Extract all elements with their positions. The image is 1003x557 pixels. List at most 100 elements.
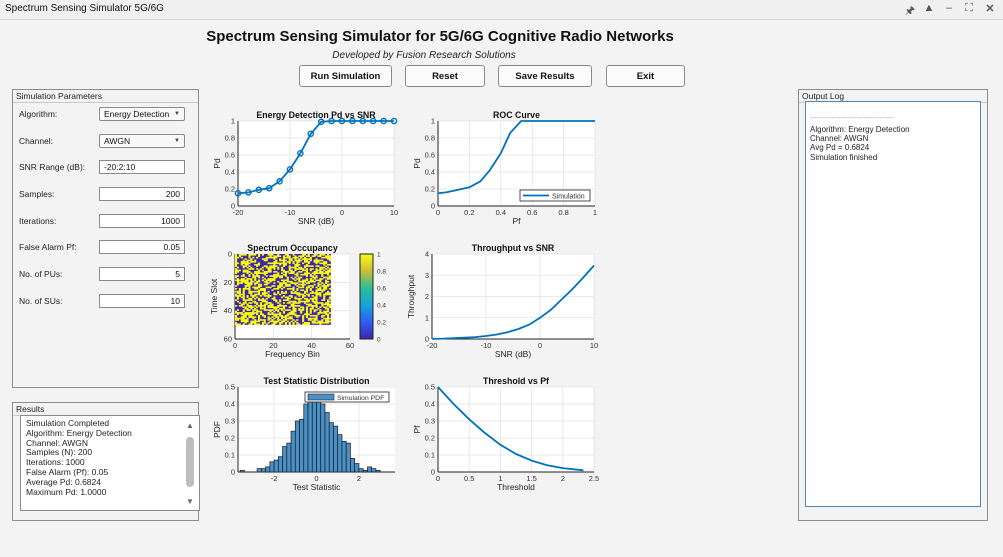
snr-range-input[interactable]: -20:2:10 bbox=[99, 160, 185, 174]
svg-text:Spectrum Occupancy: Spectrum Occupancy bbox=[247, 243, 338, 253]
svg-text:Throughput vs SNR: Throughput vs SNR bbox=[472, 243, 555, 253]
histogram-bar bbox=[371, 468, 377, 473]
histogram-bar bbox=[265, 466, 271, 473]
reset-button[interactable]: Reset bbox=[405, 65, 485, 87]
svg-text:0.5: 0.5 bbox=[464, 474, 474, 483]
svg-text:0.6: 0.6 bbox=[527, 208, 537, 217]
scroll-down-arrow-icon[interactable]: ▼ bbox=[186, 497, 194, 507]
results-panel: Results Simulation Completed Algorithm: … bbox=[12, 402, 200, 521]
svg-text:PDF: PDF bbox=[212, 421, 222, 438]
colorbar: 0 0.2 0.4 0.6 0.8 1 bbox=[359, 252, 386, 344]
svg-text:0: 0 bbox=[231, 468, 235, 477]
svg-text:0: 0 bbox=[314, 474, 318, 483]
svg-text:10: 10 bbox=[390, 208, 398, 217]
scroll-thumb[interactable] bbox=[186, 437, 194, 487]
histogram-bar bbox=[362, 469, 368, 473]
svg-text:0: 0 bbox=[538, 341, 542, 350]
histogram-bar bbox=[277, 456, 283, 473]
svg-text:1: 1 bbox=[425, 313, 429, 322]
svg-text:SNR (dB): SNR (dB) bbox=[298, 216, 335, 226]
run-simulation-button[interactable]: Run Simulation bbox=[299, 65, 392, 87]
samples-input[interactable]: 200 bbox=[99, 187, 185, 201]
histogram-bar bbox=[328, 422, 334, 473]
svg-text:0.4: 0.4 bbox=[496, 208, 506, 217]
svg-text:Test Statistic Distribution: Test Statistic Distribution bbox=[264, 376, 370, 386]
svg-text:0.4: 0.4 bbox=[225, 168, 235, 177]
svg-text:1.5: 1.5 bbox=[526, 474, 536, 483]
svg-text:0.2: 0.2 bbox=[225, 185, 235, 194]
svg-text:1: 1 bbox=[231, 117, 235, 126]
svg-text:0.2: 0.2 bbox=[377, 320, 386, 327]
histogram-bar bbox=[337, 434, 343, 473]
simulation-parameters-panel: Simulation Parameters Algorithm: Energy … bbox=[12, 89, 199, 388]
svg-text:60: 60 bbox=[346, 341, 354, 350]
svg-text:2: 2 bbox=[561, 474, 565, 483]
svg-text:0.4: 0.4 bbox=[425, 168, 435, 177]
svg-text:2: 2 bbox=[357, 474, 361, 483]
panel-title: Simulation Parameters bbox=[13, 90, 198, 103]
histogram-bar bbox=[316, 400, 322, 473]
iterations-label: Iterations: bbox=[19, 216, 57, 226]
histogram-bar bbox=[358, 468, 364, 473]
svg-text:4: 4 bbox=[425, 250, 429, 259]
scroll-up-arrow-icon[interactable]: ▲ bbox=[186, 421, 194, 430]
app-subtitle: Developed by Fusion Research Solutions bbox=[332, 50, 516, 61]
histogram-bar bbox=[307, 400, 313, 473]
histogram-bar bbox=[286, 442, 292, 473]
num-sus-label: No. of SUs: bbox=[19, 296, 63, 306]
svg-text:10: 10 bbox=[590, 341, 598, 350]
false-alarm-input[interactable]: 0.05 bbox=[99, 240, 185, 254]
algorithm-dropdown[interactable]: Energy Detection ▼ bbox=[99, 107, 185, 121]
svg-text:40: 40 bbox=[307, 341, 315, 350]
svg-text:0.4: 0.4 bbox=[225, 400, 235, 409]
minimize-to-tray-icon[interactable]: ▲ bbox=[923, 2, 935, 14]
app-title: Spectrum Sensing Simulator for 5G/6G Cog… bbox=[206, 28, 674, 45]
svg-text:-20: -20 bbox=[233, 208, 244, 217]
svg-text:0: 0 bbox=[436, 208, 440, 217]
results-line: Channel: AWGN bbox=[26, 437, 89, 448]
maximize-icon[interactable]: ⛶ bbox=[965, 2, 973, 14]
svg-text:-10: -10 bbox=[285, 208, 296, 217]
results-scrollbar[interactable]: ▲ ▼ bbox=[186, 421, 195, 507]
svg-text:0: 0 bbox=[228, 250, 232, 259]
svg-text:1: 1 bbox=[593, 208, 597, 217]
close-icon[interactable]: ✕ bbox=[985, 3, 995, 15]
svg-text:0.8: 0.8 bbox=[377, 269, 386, 276]
exit-button[interactable]: Exit bbox=[606, 65, 685, 87]
histogram-bar bbox=[354, 463, 360, 473]
svg-text:Threshold vs Pf: Threshold vs Pf bbox=[483, 376, 549, 386]
window-title: Spectrum Sensing Simulator 5G/6G bbox=[5, 3, 164, 14]
svg-text:0.6: 0.6 bbox=[225, 151, 235, 160]
pin-icon[interactable]: 🖈 bbox=[904, 5, 916, 17]
results-textarea[interactable]: Simulation Completed Algorithm: Energy D… bbox=[20, 415, 200, 511]
channel-dropdown[interactable]: AWGN ▼ bbox=[99, 134, 185, 148]
svg-text:0.4: 0.4 bbox=[425, 400, 435, 409]
minimize-icon[interactable]: – bbox=[945, 2, 953, 14]
svg-text:2: 2 bbox=[425, 292, 429, 301]
svg-text:0: 0 bbox=[233, 341, 237, 350]
false-alarm-label: False Alarm Pf: bbox=[19, 242, 77, 252]
chevron-down-icon: ▼ bbox=[174, 138, 180, 144]
window-titlebar: Spectrum Sensing Simulator 5G/6G 🖈 ▲ – ⛶… bbox=[0, 0, 1003, 20]
svg-text:0.1: 0.1 bbox=[425, 451, 435, 460]
num-pus-input[interactable]: 5 bbox=[99, 267, 185, 281]
histogram-bar bbox=[324, 412, 330, 473]
output-log-textarea[interactable]: ------------------------------------ Alg… bbox=[805, 101, 981, 507]
heatmap-cells bbox=[235, 254, 332, 326]
svg-text:Pf: Pf bbox=[412, 425, 422, 434]
num-sus-input[interactable]: 10 bbox=[99, 294, 185, 308]
iterations-input[interactable]: 1000 bbox=[99, 214, 185, 228]
histogram-bar bbox=[256, 468, 262, 473]
svg-text:Pd: Pd bbox=[412, 158, 422, 169]
svg-text:0.4: 0.4 bbox=[377, 303, 386, 310]
throughput-vs-snr-chart: -20 -10 0 10 0 1 2 3 4 Throughput vs SNR SNR (dB) T… bbox=[406, 243, 598, 359]
roc-legend: Simulation bbox=[519, 189, 591, 202]
svg-text:0.6: 0.6 bbox=[425, 151, 435, 160]
algorithm-value: Energy Detection bbox=[104, 109, 170, 119]
histogram-bar bbox=[290, 430, 296, 473]
results-line: Simulation Completed bbox=[26, 418, 110, 428]
save-results-button[interactable]: Save Results bbox=[498, 65, 592, 87]
test-statistic-distribution-chart: -2 0 2 0 0.1 0.2 0.3 0.4 0.5 Test Statistic Distr… bbox=[212, 376, 395, 492]
histogram-bar bbox=[367, 466, 373, 473]
